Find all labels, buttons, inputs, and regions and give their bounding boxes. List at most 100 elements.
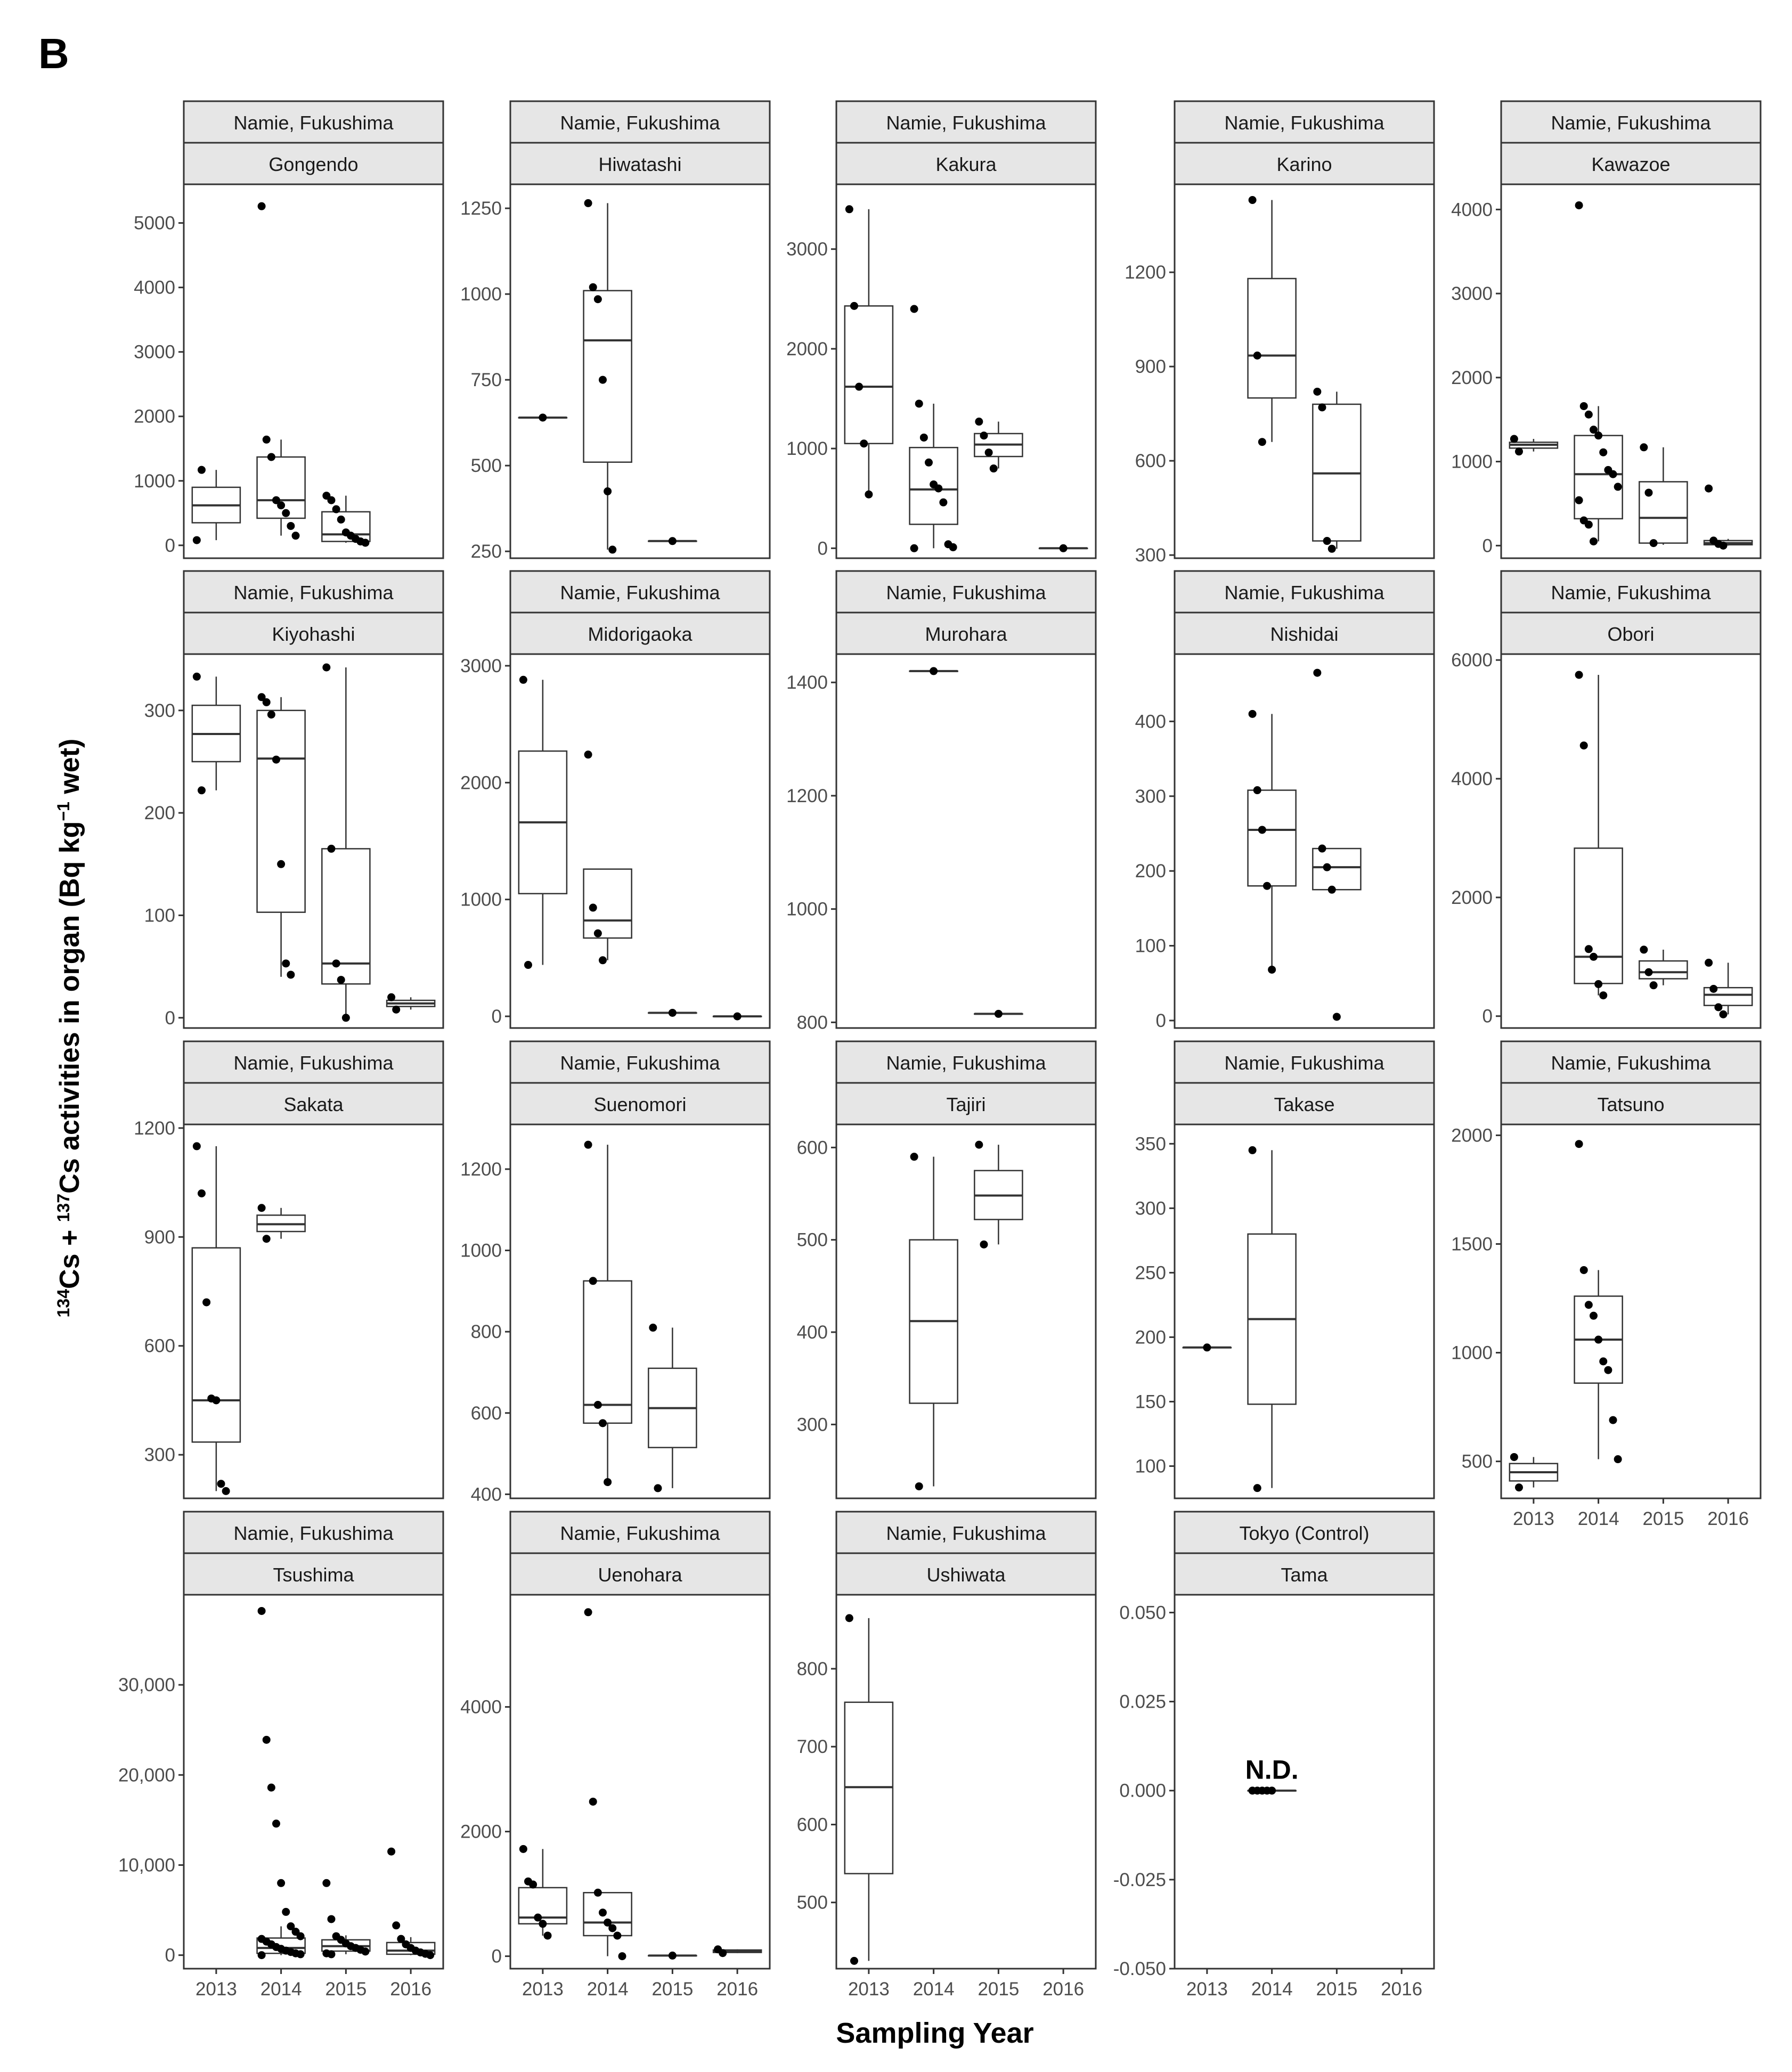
facet-strip-region xyxy=(1174,1511,1435,1554)
y-tick-label: 1000 xyxy=(460,1241,502,1261)
data-point xyxy=(1594,980,1603,989)
data-point xyxy=(584,199,592,207)
x-tick-label: 2016 xyxy=(390,1979,431,2000)
data-point xyxy=(1719,1010,1728,1018)
data-point xyxy=(915,1482,923,1490)
facet-site-label: Kakura xyxy=(935,153,997,175)
data-point xyxy=(1579,1266,1588,1274)
box-iqr xyxy=(1247,789,1297,887)
x-tick-label: 2015 xyxy=(325,1979,366,2000)
data-point xyxy=(1640,443,1648,452)
y-tick-label: 1000 xyxy=(460,890,502,910)
data-point xyxy=(850,1956,858,1965)
data-point xyxy=(1318,403,1326,412)
facet-obori: Namie, Fukushima Obori 0 2000 4000 6000 xyxy=(1451,570,1762,1029)
y-tick-label: 900 xyxy=(144,1227,175,1247)
facet-strip-site xyxy=(1174,1082,1435,1125)
y-tick-label: 300 xyxy=(1135,1198,1166,1219)
data-point xyxy=(593,1401,602,1409)
box-2014 xyxy=(583,203,632,550)
data-point xyxy=(534,1913,542,1922)
box-2014 xyxy=(909,1156,958,1487)
y-tick-label: 300 xyxy=(797,1414,828,1435)
data-point xyxy=(608,1924,617,1932)
box-iqr xyxy=(844,305,894,444)
y-tick-label: 10,000 xyxy=(118,1855,175,1875)
facet-site-label: Tama xyxy=(1281,1564,1328,1586)
y-title-exponent: −1 xyxy=(54,802,73,821)
y-title-iso1: 134 xyxy=(54,1289,73,1318)
x-tick-label: 2013 xyxy=(848,1979,890,2000)
data-point xyxy=(668,537,677,545)
facet-tajiri: Namie, Fukushima Tajiri 300 400 500 600 xyxy=(797,1040,1097,1499)
x-tick-label: 2014 xyxy=(1251,1979,1293,2000)
data-point xyxy=(1203,1343,1211,1352)
data-point xyxy=(197,1189,206,1197)
facet-region-label: Namie, Fukushima xyxy=(560,1052,720,1074)
box-iqr xyxy=(321,511,371,542)
y-tick-label: 2000 xyxy=(460,772,502,793)
data-point xyxy=(1589,952,1598,961)
x-tick-label: 2013 xyxy=(196,1979,237,2000)
data-point xyxy=(217,1480,225,1488)
facet-site-label: Tsushima xyxy=(273,1564,354,1586)
box-2014 xyxy=(583,868,632,960)
y-tick-label: 20,000 xyxy=(118,1765,175,1785)
y-tick-label: 1250 xyxy=(460,198,502,219)
data-point xyxy=(1248,709,1257,718)
data-point xyxy=(598,1419,607,1427)
x-tick-label: 2015 xyxy=(651,1979,693,2000)
facet-suenomori: Namie, Fukushima Suenomori 400 600 800 1000 12… xyxy=(460,1040,771,1505)
box-2014 xyxy=(583,1892,632,1956)
y-tick-label: 300 xyxy=(144,700,175,721)
data-point xyxy=(1614,1455,1622,1464)
y-tick-label: 1200 xyxy=(1125,262,1166,283)
data-point xyxy=(262,698,271,706)
facet-strip-region xyxy=(1174,100,1435,144)
box-2015 xyxy=(321,667,371,1018)
data-point xyxy=(1268,965,1276,974)
y-tick-label: 500 xyxy=(1462,1451,1493,1472)
data-point xyxy=(934,484,943,493)
y-tick-label: 600 xyxy=(471,1403,502,1424)
facet-strip-region xyxy=(1500,100,1762,144)
facet-region-label: Namie, Fukushima xyxy=(233,1522,394,1544)
x-tick-label: 2015 xyxy=(978,1979,1019,2000)
facet-strip-site xyxy=(183,1082,444,1125)
data-point xyxy=(1323,537,1331,545)
data-point xyxy=(1584,520,1593,529)
y-tick-label: 700 xyxy=(797,1736,828,1757)
y-title-part2: Cs activities in organ (Bq kg xyxy=(54,821,85,1194)
facet-kiyohashi: Namie, Fukushima Kiyohashi 0 100 200 300 xyxy=(144,570,444,1029)
y-tick-label: 2000 xyxy=(460,1822,502,1842)
facet-region-label: Namie, Fukushima xyxy=(233,1052,394,1074)
box-2016 xyxy=(386,997,436,1010)
data-point xyxy=(543,1931,552,1940)
facet-site-label: Midorigaoka xyxy=(588,623,693,645)
data-point xyxy=(327,1950,336,1959)
box-2015 xyxy=(974,421,1023,469)
facet-site-label: Tatsuno xyxy=(1597,1094,1664,1115)
y-tick-label: 800 xyxy=(471,1321,502,1342)
facet-site-label: Karino xyxy=(1276,153,1332,175)
data-point xyxy=(604,1478,612,1486)
facet-site-label: Tajiri xyxy=(946,1094,985,1115)
facet-strip-region xyxy=(509,100,771,144)
y-tick-label: 100 xyxy=(144,905,175,926)
data-point xyxy=(719,1949,727,1957)
data-point xyxy=(524,961,532,969)
y-tick-label: 200 xyxy=(144,803,175,823)
y-tick-label: -0.050 xyxy=(1113,1959,1166,1979)
facet-region-label: Namie, Fukushima xyxy=(1551,582,1711,603)
data-point xyxy=(539,413,547,422)
y-tick-label: 4000 xyxy=(134,278,175,298)
x-tick-label: 2016 xyxy=(1042,1979,1084,2000)
y-tick-label: 200 xyxy=(1135,861,1166,882)
y-tick-label: 0.050 xyxy=(1119,1602,1166,1623)
data-point xyxy=(267,710,275,719)
data-point xyxy=(332,505,340,513)
y-tick-label: 2000 xyxy=(134,406,175,427)
data-point xyxy=(1640,945,1648,954)
data-point xyxy=(1510,1453,1518,1461)
facet-midorigaoka: Namie, Fukushima Midorigaoka 0 1000 2000 3000 xyxy=(460,570,771,1029)
